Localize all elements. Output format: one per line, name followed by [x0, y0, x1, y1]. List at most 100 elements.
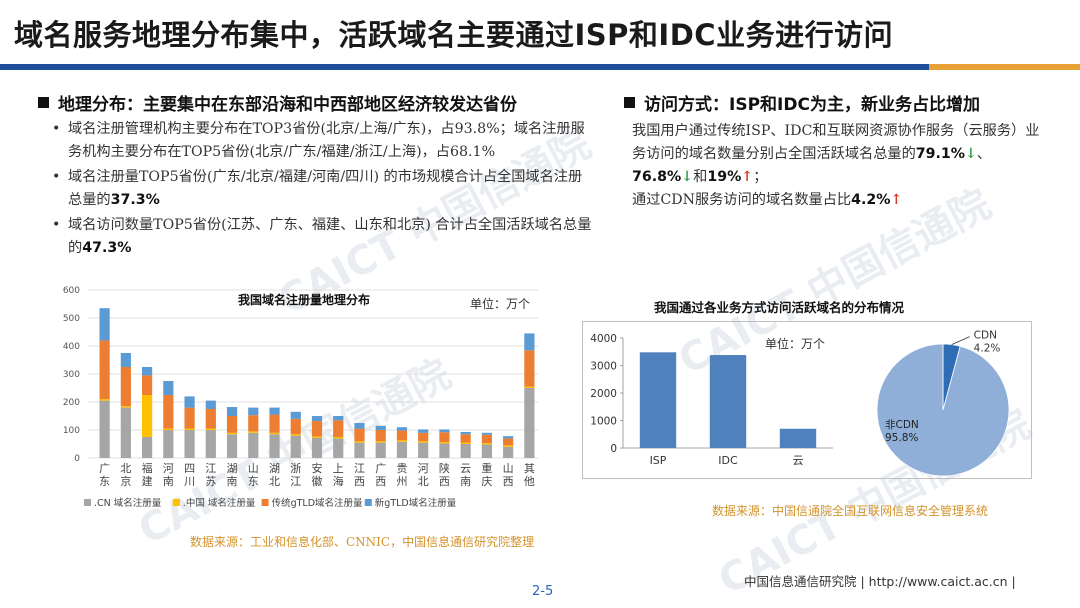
bar-segment: [141, 437, 153, 458]
bar-segment: [396, 430, 408, 441]
x-tick-label: 河: [418, 462, 429, 475]
x-tick-label: 川: [184, 475, 195, 488]
square-bullet-icon: [624, 97, 635, 108]
x-tick-label: 西: [375, 475, 386, 488]
y-tick-label: 2000: [590, 388, 617, 400]
bar-segment: [375, 441, 386, 443]
bar-segment: [269, 407, 280, 415]
separator: 、: [976, 146, 992, 162]
title-underline: [0, 64, 1080, 70]
x-tick-label: ISP: [650, 454, 667, 467]
bar-segment: [503, 436, 514, 439]
bar-segment: [396, 427, 408, 431]
y-tick-label: 200: [63, 398, 80, 408]
para-text: 我国用户通过传统ISP、IDC和互联网资源协作服务（云服务）业务访问的域名数量分…: [632, 123, 1040, 162]
bar-segment: [226, 416, 238, 433]
bar-segment: [226, 434, 238, 458]
left-section-heading: 地理分布：主要集中在东部沿海和中西部地区经济较发达省份: [38, 90, 517, 115]
x-tick-label: 南: [163, 475, 174, 488]
bar-segment: [524, 350, 535, 387]
x-tick-label: 浙: [290, 462, 301, 475]
bar-segment: [354, 442, 365, 458]
y-tick-label: 0: [74, 454, 80, 464]
chart1-title: 我国域名注册量地理分布: [238, 293, 371, 307]
legend-swatch: [84, 499, 91, 506]
bar-segment: [481, 444, 493, 458]
bar-segment: [248, 415, 259, 432]
isp-share: 79.1%: [915, 146, 965, 162]
x-tick-label: 建: [142, 474, 153, 488]
bar-segment: [333, 437, 344, 439]
x-tick-label: 西: [354, 475, 365, 488]
bar-segment: [524, 333, 535, 351]
pie-pct-label: 95.8%: [885, 432, 918, 444]
cdn-share: 4.2%: [851, 192, 891, 208]
bar-segment: [290, 434, 301, 436]
page-number: 2-5: [532, 584, 554, 599]
bar-segment: [184, 430, 195, 458]
bar-segment: [503, 438, 514, 446]
arrow-up-icon: ↑: [890, 192, 903, 208]
bar-segment: [354, 441, 365, 443]
bar-segment: [418, 429, 429, 433]
x-tick-label: 州: [396, 475, 407, 488]
x-tick-label: 陕: [439, 461, 450, 475]
legend-label: 传统gTLD域名注册量: [272, 497, 363, 509]
pie-label: 非CDN: [885, 419, 919, 431]
x-tick-label: 京: [120, 474, 131, 488]
bullet-text: 域名访问数量TOP5省份(江苏、广东、福建、山东和北京) 合计占全国活跃域名总量…: [68, 217, 592, 256]
pie-leader-line: [951, 336, 970, 345]
bar-segment: [333, 420, 344, 437]
bar-segment: [269, 432, 280, 435]
bar-segment: [460, 442, 471, 444]
x-tick-label: 江: [290, 475, 301, 488]
bar-segment: [311, 437, 323, 458]
idc-share: 76.8%: [632, 169, 682, 185]
separator: 和: [693, 169, 708, 185]
chart2-title: 我国通过各业务方式访问活跃域名的分布情况: [654, 300, 905, 315]
bar-segment: [311, 421, 323, 437]
x-tick-label: 北: [120, 462, 131, 475]
footer: 中国信息通信研究院 | http://www.caict.ac.cn |: [744, 574, 1016, 589]
x-tick-label: 北: [418, 475, 429, 488]
bar-segment: [460, 431, 471, 435]
bullet-highlight: 37.3%: [110, 192, 160, 208]
legend-label: .中国 域名注册量: [183, 497, 256, 509]
x-tick-label: 广: [99, 462, 110, 475]
right-section-heading: 访问方式：ISP和IDC为主，新业务占比增加: [624, 90, 980, 115]
bullet-text: 域名注册量TOP5省份(广东/北京/福建/河南/四川) 的市场规模合计占全国域名…: [68, 169, 583, 208]
bar-segment: [354, 428, 365, 442]
x-tick-label: 贵: [396, 462, 407, 475]
x-tick-label: 山: [503, 462, 514, 475]
x-tick-label: 河: [163, 462, 174, 475]
x-tick-label: 西: [503, 475, 514, 488]
bar-segment: [333, 416, 344, 421]
x-tick-label: 苏: [205, 475, 216, 488]
source-left: 数据来源：工业和信息化部、CNNIC，中国信息通信研究院整理: [190, 535, 535, 549]
x-tick-label: 南: [227, 475, 238, 488]
bar-segment: [311, 436, 323, 438]
chart2-unit: 单位：万个: [765, 336, 825, 351]
bar-segment: [205, 409, 216, 429]
bullet-item: 域名注册量TOP5省份(广东/北京/福建/河南/四川) 的市场规模合计占全国域名…: [52, 166, 592, 212]
x-tick-label: 福: [142, 461, 153, 475]
left-bullet-list: 域名注册管理机构主要分布在TOP3省份(北京/上海/广东)，占93.8%；域名注…: [52, 118, 592, 262]
x-tick-label: 徽: [312, 474, 323, 488]
legend-swatch: [261, 499, 269, 506]
bar-segment: [120, 367, 131, 407]
x-tick-label: 云: [793, 454, 804, 467]
x-tick-label: 湖: [269, 462, 280, 475]
bar-segment: [163, 428, 174, 430]
bar-segment: [205, 430, 216, 458]
x-tick-label: 西: [439, 475, 450, 488]
bullet-text: 域名注册管理机构主要分布在TOP3省份(北京/上海/广东)，占93.8%；域名注…: [68, 121, 585, 160]
bar-segment: [269, 414, 280, 433]
chart1-unit: 单位：万个: [470, 297, 531, 311]
bar-segment: [205, 428, 216, 430]
y-tick-label: 100: [63, 426, 80, 436]
bar-segment: [524, 388, 535, 458]
bar-segment: [184, 428, 195, 430]
x-tick-label: 湖: [227, 462, 238, 475]
bar-segment: [503, 445, 514, 447]
